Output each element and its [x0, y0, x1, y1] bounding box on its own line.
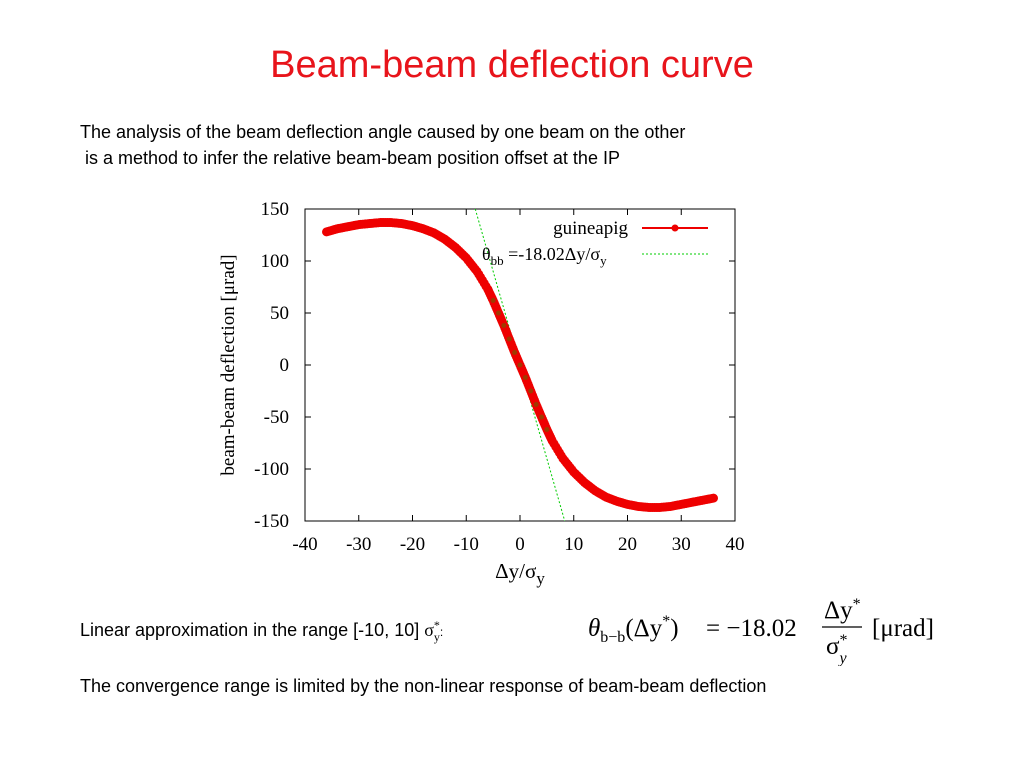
data-point	[709, 493, 718, 503]
x-axis-label-main: Δy/σ	[495, 559, 536, 583]
formula-numerator: Δy*	[824, 596, 861, 624]
formula: θb−b(Δy*) = −18.02 Δy* σ* y [μrad]	[588, 596, 934, 666]
x-tick-label: 10	[564, 534, 583, 555]
data-point-center	[501, 322, 507, 328]
legend-label-guineapig: guineapig	[553, 218, 628, 239]
formula-theta-sub: b−b	[600, 629, 625, 646]
deflection-chart: -40 -30 -20 -10 0 10 20 30 40150100500-50-100-15…	[218, 199, 745, 588]
linear-approx-label: Linear approximation in the range [-10, …	[80, 620, 425, 640]
intro-text: The analysis of the beam deflection angl…	[80, 119, 685, 171]
y-axis-label: beam-beam deflection [μrad]	[218, 254, 239, 475]
x-tick-label: 30	[672, 534, 691, 555]
y-tick-label: -100	[254, 459, 289, 480]
formula-den: σ	[826, 633, 840, 660]
colon: :	[439, 625, 444, 639]
data-point-center	[528, 388, 534, 394]
y-tick-label: -150	[254, 511, 289, 532]
legend-fit-rest: =-18.02Δy/σ	[504, 244, 601, 264]
formula-coef: = −18.02	[706, 615, 797, 642]
x-tick-label: -10	[454, 534, 479, 555]
linear-approx-text: Linear approximation in the range [-10, …	[80, 618, 443, 645]
formula-lhs: θb−b(Δy*)	[588, 613, 679, 646]
slide-title: Beam-beam deflection curve	[270, 44, 754, 86]
data-point-center	[490, 298, 496, 304]
x-axis-label-sub: y	[536, 569, 545, 588]
formula-denominator: σ* y	[826, 632, 847, 666]
y-tick-label: 150	[261, 199, 290, 220]
formula-den-star: *	[839, 632, 847, 649]
formula-theta: θ	[588, 615, 600, 642]
sigma-star: *	[433, 618, 440, 632]
data-point-center	[512, 350, 518, 356]
formula-num-star: *	[853, 596, 861, 613]
formula-den-sub: y	[837, 650, 847, 666]
x-tick-label: -20	[400, 534, 425, 555]
formula-num: Δy	[824, 597, 853, 624]
data-point-center	[539, 414, 544, 420]
guineapig-series	[322, 218, 718, 512]
sigma-sub: y	[433, 629, 440, 644]
x-tick-label: 40	[726, 534, 745, 555]
legend-fit-theta: θ	[482, 244, 491, 264]
x-tick-label: -30	[346, 534, 371, 555]
intro-line-2: is a method to infer the relative beam-b…	[80, 148, 620, 168]
x-tick-label: -40	[292, 534, 317, 555]
data-point-center	[496, 310, 501, 316]
data-point-center	[522, 374, 528, 380]
y-tick-label: -50	[264, 407, 289, 428]
conclusion-text: The convergence range is limited by the …	[80, 676, 767, 696]
formula-close: )	[670, 615, 678, 642]
x-tick-label: 0	[515, 534, 525, 555]
axis-ticks: -40 -30 -20 -10 0 10 20 30 40150100500-50-100-15…	[254, 199, 744, 555]
legend: guineapig θbb =-18.02Δy/σy	[482, 218, 708, 268]
x-tick-label: 20	[618, 534, 637, 555]
legend-label-fit: θbb =-18.02Δy/σy	[482, 244, 607, 268]
y-tick-label: 100	[261, 251, 290, 272]
data-point-center	[533, 402, 539, 408]
data-point-center	[544, 426, 550, 432]
data-point-center	[517, 362, 523, 368]
legend-fit-sub2: y	[600, 253, 607, 268]
formula-arg: (Δy	[625, 615, 662, 642]
x-axis-label: Δy/σy	[495, 559, 545, 588]
legend-marker-guineapig	[671, 224, 679, 232]
sigma-symbol: σ	[424, 620, 434, 640]
data-point-center	[506, 336, 512, 342]
legend-fit-sub: bb	[491, 253, 504, 268]
intro-line-1: The analysis of the beam deflection angl…	[80, 122, 686, 142]
y-tick-label: 50	[270, 303, 289, 324]
formula-unit: [μrad]	[872, 615, 934, 642]
formula-arg-star: *	[662, 613, 670, 630]
y-tick-label: 0	[280, 355, 290, 376]
